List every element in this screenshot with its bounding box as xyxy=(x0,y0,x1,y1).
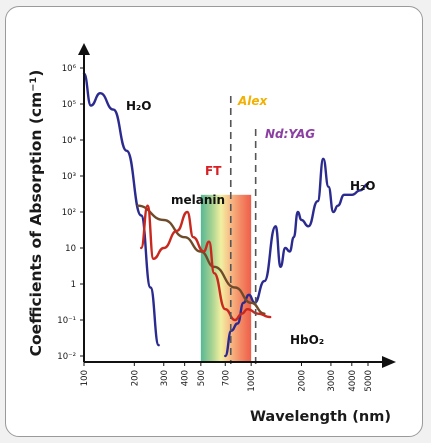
x-axis-title: Wavelength (nm) xyxy=(250,409,391,425)
x-axis-arrow xyxy=(382,356,396,368)
x-tick-label: 200 xyxy=(130,370,140,386)
y-tick-label: 10⁵ xyxy=(62,100,76,110)
y-tick-label: 10⁴ xyxy=(62,136,77,146)
x-tick-label: 500 xyxy=(197,370,207,386)
x-tick-label: 1000 xyxy=(247,370,257,392)
x-tick-label: 4000 xyxy=(348,370,358,392)
melanin-label: melanin xyxy=(171,193,225,207)
absorption-chart: 10⁶ 10⁵ 10⁴ 10³ 10² 10 1 10⁻¹ 10⁻² 100 200 300 400 50… xyxy=(27,43,396,425)
hbo2-curve xyxy=(140,204,272,322)
x-tick-label: 300 xyxy=(160,370,170,386)
marker-layer xyxy=(229,96,257,364)
x-tick-label: 400 xyxy=(181,370,191,386)
y-axis-arrow xyxy=(78,43,90,55)
y-axis-title: Coefficients of Absorption (cm⁻¹) xyxy=(27,70,45,357)
label-layer: Coefficients of Absorption (cm⁻¹) Wavelen… xyxy=(27,70,391,425)
y-tick-label: 10 xyxy=(65,244,76,254)
melanin-curve xyxy=(136,204,266,315)
axis-layer: 10⁶ 10⁵ 10⁴ 10³ 10² 10 1 10⁻¹ 10⁻² 100 200 300 400 50… xyxy=(57,43,396,392)
marker-ndyag-label: Nd:YAG xyxy=(265,127,315,141)
series-layer xyxy=(82,72,370,358)
x-tick-label: 3000 xyxy=(327,370,337,392)
y-tick-label: 10⁶ xyxy=(62,64,77,74)
y-tick-label: 10² xyxy=(62,208,76,218)
h2o-left-label: H₂O xyxy=(126,99,152,113)
y-tick-label: 10⁻² xyxy=(57,352,76,362)
y-tick-label: 10³ xyxy=(62,172,76,182)
h2o-right-curve xyxy=(224,157,370,358)
x-tick-label: 5000 xyxy=(364,370,374,392)
chart-card: 10⁶ 10⁵ 10⁴ 10³ 10² 10 1 10⁻¹ 10⁻² 100 200 300 400 50… xyxy=(5,6,423,437)
x-tick-label: 700 xyxy=(221,370,231,386)
h2o-left-curve xyxy=(82,72,160,347)
x-tick-label: 2000 xyxy=(297,370,307,392)
y-tick-label: 1 xyxy=(71,280,76,290)
y-tick-label: 10⁻¹ xyxy=(57,316,76,326)
hbo2-label: HbO₂ xyxy=(290,333,324,347)
marker-alex-label: Alex xyxy=(237,94,269,108)
band-ft-label: FT xyxy=(205,164,222,178)
x-tick-label: 100 xyxy=(80,370,90,386)
h2o-right-label: H₂O xyxy=(350,179,376,193)
